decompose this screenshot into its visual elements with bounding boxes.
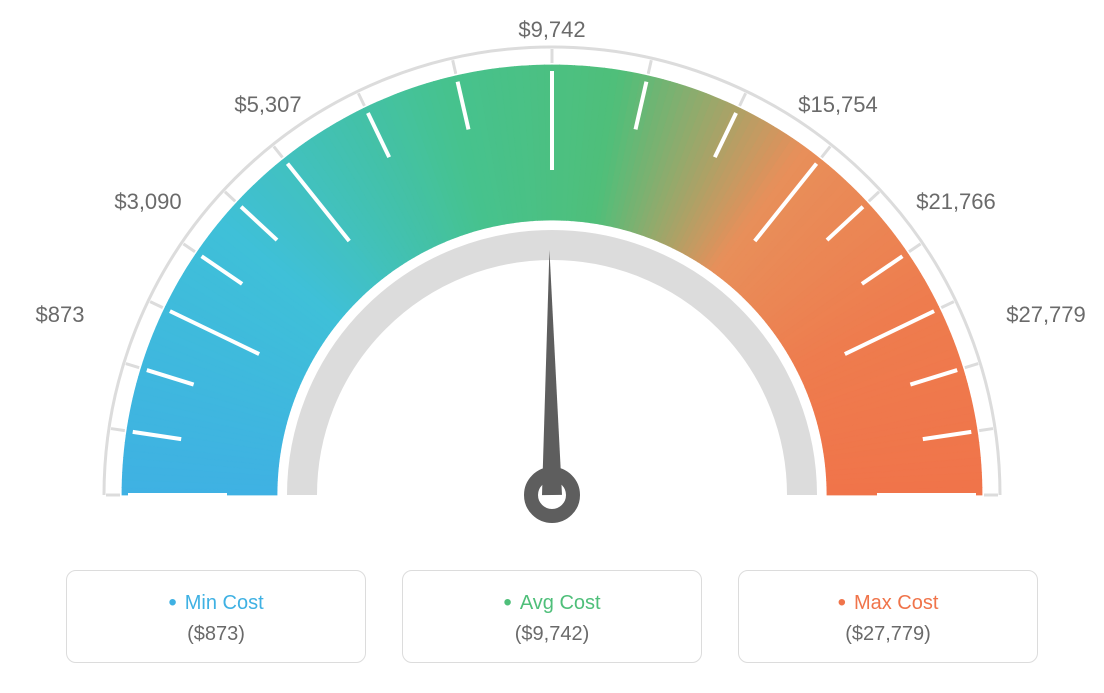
legend-title-min: Min Cost (67, 589, 365, 617)
gauge-tick-label: $9,742 (518, 17, 585, 43)
legend-value-min: ($873) (67, 623, 365, 646)
gauge-tick-label: $3,090 (114, 189, 181, 215)
legend-card-max: Max Cost ($27,779) (738, 570, 1038, 663)
legend-row: Min Cost ($873) Avg Cost ($9,742) Max Co… (0, 570, 1104, 693)
legend-value-max: ($27,779) (739, 623, 1037, 646)
legend-value-avg: ($9,742) (403, 623, 701, 646)
gauge-tick-label: $21,766 (916, 189, 996, 215)
gauge-tick-label: $15,754 (798, 92, 878, 118)
gauge-tick-label: $873 (36, 302, 85, 328)
gauge-tick-label: $27,779 (1006, 302, 1086, 328)
legend-card-min: Min Cost ($873) (66, 570, 366, 663)
legend-card-avg: Avg Cost ($9,742) (402, 570, 702, 663)
legend-title-max: Max Cost (739, 589, 1037, 617)
legend-title-avg: Avg Cost (403, 589, 701, 617)
gauge-chart: $873 $3,090 $5,307 $9,742 $15,754 $21,766 $27,… (0, 0, 1104, 570)
gauge-svg (0, 0, 1104, 570)
gauge-tick-label: $5,307 (234, 92, 301, 118)
